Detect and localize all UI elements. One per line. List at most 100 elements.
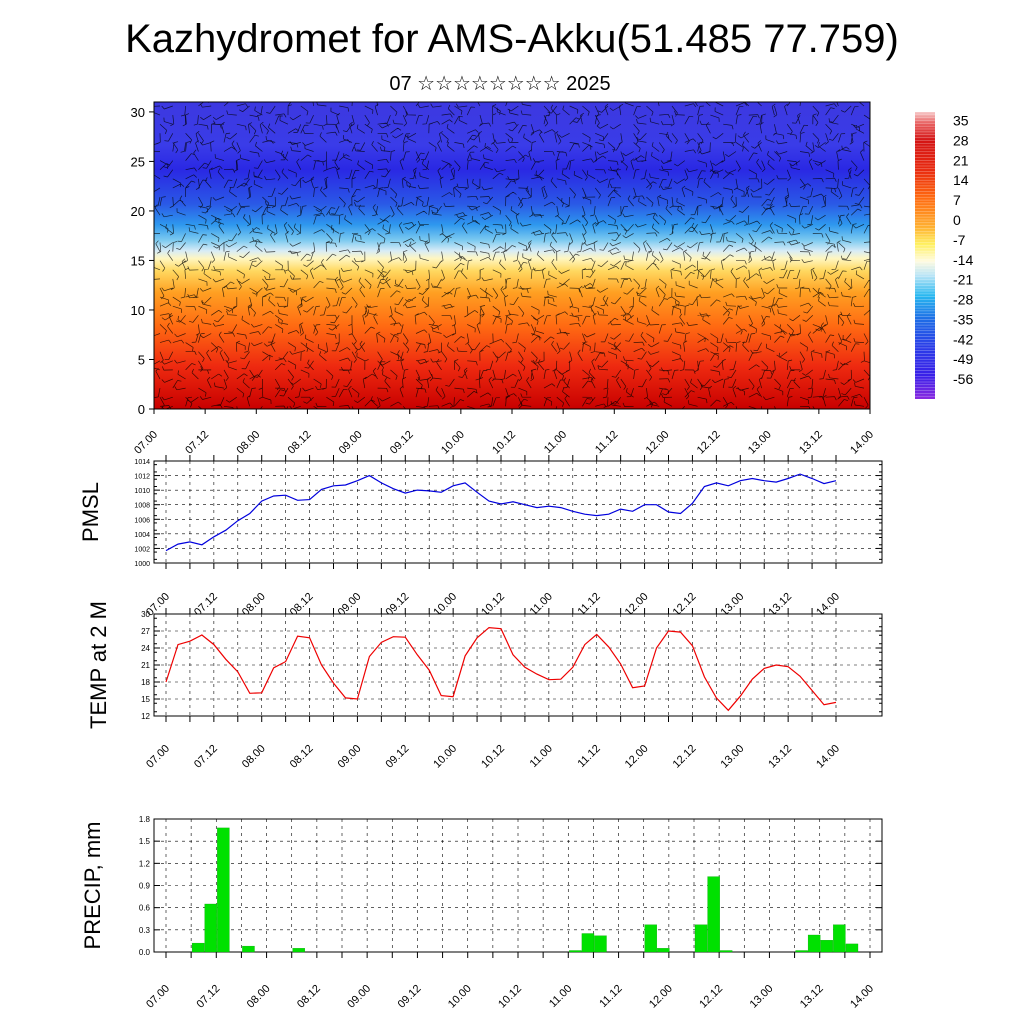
precip-x-tick-label: 11.12 [597, 983, 624, 1010]
colorbar-label: -42 [953, 331, 973, 347]
pmsl-y-tick-label: 1010 [134, 488, 150, 495]
colorbar-label: 35 [953, 113, 969, 129]
colorbar-label: -49 [953, 351, 973, 367]
temp-x-tick-label: 09.12 [383, 743, 411, 771]
precip-x-tick-label: 08.00 [245, 983, 273, 1011]
temp-x-tick-label: 13.00 [718, 743, 746, 771]
precip-x-tick-label: 07.12 [194, 983, 222, 1011]
temp-x-tick-label: 11.12 [575, 743, 602, 770]
temp-x-tick-label: 07.12 [192, 743, 220, 771]
temp-x-tick-label: 11.00 [528, 743, 555, 770]
cross-section-y-tick-label: 10 [131, 303, 145, 318]
temp-x-tick-label: 09.00 [336, 743, 364, 771]
precip-bar [217, 827, 230, 953]
cross-section-x-tick-label: 11.00 [542, 429, 569, 456]
pmsl-y-axis-label: PMSL [78, 482, 103, 542]
precip-bar [657, 948, 670, 953]
precip-y-tick-label: 1.2 [139, 859, 151, 868]
precip-y-tick-label: 0.9 [139, 882, 151, 891]
precip-x-tick-label: 12.00 [647, 983, 675, 1011]
precipitation-panel: 0.0 0.3 0.6 0.9 1.2 1.5 1.8 07.00 07.12 08.00 08.1… [80, 815, 883, 1011]
pmsl-y-tick-label: 1014 [134, 459, 150, 466]
temp-y-tick-label: 30 [141, 610, 150, 619]
temp-x-tick-label: 12.12 [671, 743, 699, 771]
temp-x-tick-label: 13.12 [766, 743, 794, 771]
colorbar-label: -56 [953, 371, 973, 387]
cross-section-x-tick-label: 09.00 [337, 429, 365, 457]
precip-bar [807, 934, 821, 953]
precip-bar [292, 948, 305, 953]
colorbar-label: -28 [953, 292, 973, 308]
colorbar-label: 0 [953, 212, 961, 228]
colorbar-label: -7 [953, 232, 966, 248]
cross-section-y-tick-label: 5 [138, 352, 145, 367]
colorbar-bands [915, 114, 935, 397]
colorbar-label: 7 [953, 192, 961, 208]
cross-section-x-tick-label: 10.00 [439, 429, 467, 457]
temp-x-tick-label: 12.00 [623, 743, 651, 771]
wind-barb-lines [154, 102, 870, 409]
colorbar-label: 14 [953, 172, 969, 188]
temp-x-tick-label: 07.00 [144, 743, 172, 771]
temp-x-tick-label: 14.00 [814, 743, 842, 771]
cross-section-x-tick-label: 12.00 [644, 429, 672, 457]
pmsl-y-tick-label: 1008 [134, 503, 150, 510]
precip-x-tick-label: 09.12 [396, 983, 424, 1011]
colorbar-label: 21 [953, 152, 969, 168]
precip-y-tick-label: 0.0 [139, 948, 151, 957]
precip-x-tick-label: 11.00 [547, 983, 574, 1010]
temp-y-tick-label: 15 [141, 695, 150, 704]
cross-section-x-tick-label: 07.00 [132, 429, 160, 457]
precip-x-tick-label: 13.00 [748, 983, 776, 1011]
cross-section-x-tick-label: 12.12 [695, 429, 723, 457]
pmsl-y-tick-label: 1004 [134, 532, 150, 539]
precip-bar [719, 950, 733, 953]
cross-section-x-tick-label: 07.12 [183, 429, 211, 457]
precip-bar [707, 876, 720, 953]
precip-x-tick-label: 09.00 [345, 983, 373, 1011]
cross-section-field [154, 102, 870, 409]
temp-x-tick-label: 10.12 [479, 743, 507, 771]
cross-section-x-tick-label: 13.12 [797, 429, 825, 457]
precip-bar [242, 945, 255, 953]
pmsl-y-tick-label: 1002 [134, 546, 150, 553]
cross-section-x-tick-label: 08.12 [286, 429, 314, 457]
precip-y-tick-label: 0.3 [139, 926, 151, 935]
temperature-panel: 12 15 18 21 24 27 30 07.00 07.12 08.00 08.12 09.00 0… [86, 601, 883, 771]
cross-section-x-tick-label: 10.12 [490, 429, 518, 457]
precip-bar [820, 940, 833, 953]
precip-bar [644, 924, 657, 953]
precip-bar [833, 924, 846, 953]
cross-section-panel: 0 5 10 15 20 25 30 07.00 07.12 08.00 08.12 09.00 09.… [131, 101, 876, 457]
colorbar-label: -14 [953, 252, 973, 268]
temp-x-tick-label: 10.00 [431, 743, 459, 771]
colorbar-label: -21 [953, 272, 973, 288]
cross-section-y-tick-label: 15 [131, 253, 145, 268]
wind-barbs [154, 102, 870, 409]
pmsl-frame [153, 460, 883, 564]
precip-x-tick-label: 14.00 [848, 983, 876, 1011]
temp-y-tick-label: 18 [141, 678, 150, 687]
precip-bar [191, 942, 205, 953]
precip-y-tick-label: 1.5 [139, 837, 151, 846]
temp-y-tick-label: 27 [141, 627, 150, 636]
precip-bar [569, 950, 582, 953]
colorbar-label: -35 [953, 311, 973, 327]
precip-y-tick-label: 1.8 [139, 815, 151, 824]
cross-section-y-tick-label: 0 [138, 402, 145, 417]
temp-y-tick-label: 12 [141, 712, 150, 721]
colorbar-strip [915, 112, 935, 399]
temp-x-tick-label: 08.12 [288, 743, 316, 771]
precip-x-tick-label: 08.12 [295, 983, 323, 1011]
cross-section-x-tick-label: 08.00 [234, 429, 262, 457]
temp-y-tick-label: 21 [141, 661, 150, 670]
precip-x-tick-label: 10.12 [496, 983, 524, 1011]
cross-section-x-tick-label: 11.12 [593, 429, 620, 456]
cross-section-x-tick-label: 09.12 [388, 429, 416, 457]
page-subtitle: 07 ☆☆☆☆☆☆☆☆ 2025 [389, 73, 611, 95]
precip-y-axis-label: PRECIP, mm [80, 822, 105, 950]
cross-section-y-tick-label: 30 [131, 105, 145, 120]
precip-bar [795, 950, 808, 953]
